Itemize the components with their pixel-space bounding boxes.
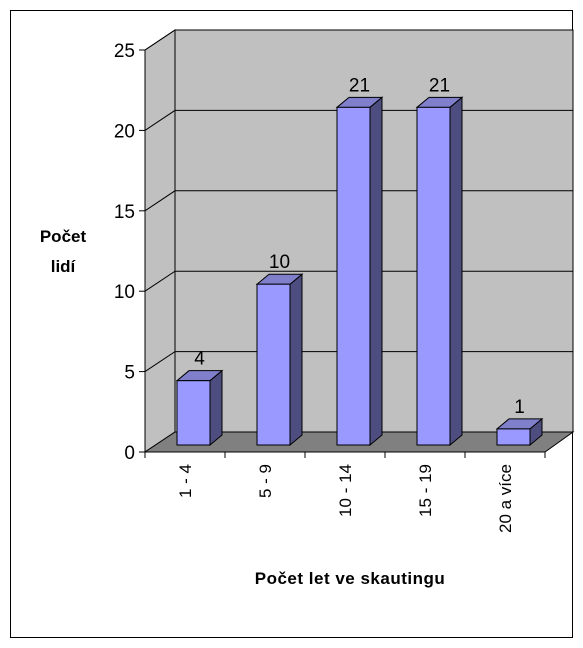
bar (176, 380, 211, 446)
bar-side (209, 369, 223, 447)
value-label: 1 (514, 397, 525, 418)
value-label: 21 (349, 75, 370, 96)
x-tick-label: 5 - 9 (256, 464, 275, 498)
value-label: 10 (269, 252, 290, 273)
x-tick-label: 15 - 19 (416, 464, 435, 517)
x-axis-title: Počet let ve skautingu (255, 569, 446, 588)
bar (256, 283, 291, 446)
bar (496, 428, 531, 446)
x-tick-label: 1 - 4 (176, 464, 195, 498)
grid-line (144, 29, 573, 51)
bar (336, 106, 371, 446)
side-wall (144, 29, 176, 453)
y-axis-title: Počet lidí (39, 227, 87, 276)
bar-side (369, 96, 383, 447)
y-tick-label: 5 (124, 363, 135, 384)
value-label: 4 (194, 349, 205, 370)
y-tick-label: 20 (114, 121, 135, 142)
x-tick-label: 20 a více (496, 464, 515, 533)
bar (416, 106, 451, 446)
y-tick-label: 0 (124, 443, 135, 464)
y-tick-label: 15 (114, 202, 135, 223)
bar-side (449, 96, 463, 447)
y-tick-label: 10 (114, 282, 135, 303)
y-tick-label: 25 (114, 41, 135, 62)
bar-side (289, 273, 303, 447)
value-label: 21 (429, 75, 450, 96)
x-tick-label: 10 - 14 (336, 464, 355, 517)
